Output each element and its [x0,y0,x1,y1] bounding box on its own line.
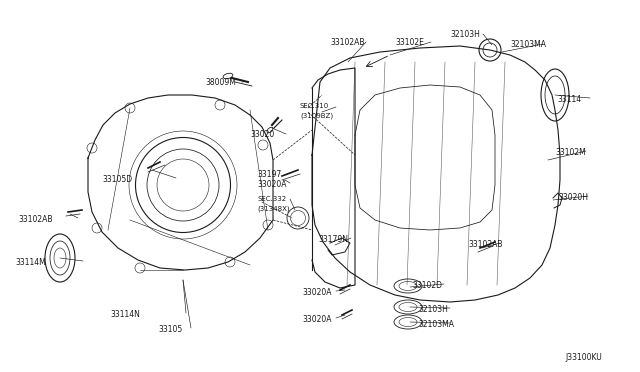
Text: 33102M: 33102M [555,148,586,157]
Text: 33114: 33114 [557,95,581,104]
Text: 38009M: 38009M [205,78,236,87]
Text: 33020A: 33020A [302,288,332,297]
Text: (3109BZ): (3109BZ) [300,112,333,119]
Text: 33020A: 33020A [302,315,332,324]
Text: 33179N: 33179N [318,235,348,244]
Text: SEC.310: SEC.310 [300,103,329,109]
Text: 33114N: 33114N [110,310,140,319]
Text: 33020A: 33020A [257,180,287,189]
Text: 32103H: 32103H [418,305,448,314]
Text: 33105: 33105 [158,325,182,334]
Text: 32103MA: 32103MA [510,40,546,49]
Text: 33102AB: 33102AB [330,38,365,47]
Text: SEC.332: SEC.332 [257,196,286,202]
Text: 33114M: 33114M [15,258,45,267]
Text: 33020: 33020 [250,130,275,139]
Text: 32103MA: 32103MA [418,320,454,329]
Text: 33102D: 33102D [412,281,442,290]
Text: 33102AB: 33102AB [468,240,502,249]
Text: 32103H: 32103H [450,30,480,39]
Text: (31348X): (31348X) [257,205,290,212]
Text: J33100KU: J33100KU [565,353,602,362]
Text: 33102AB: 33102AB [18,215,52,224]
Text: 33102E: 33102E [395,38,424,47]
Text: 33197: 33197 [257,170,281,179]
Text: 33020H: 33020H [558,193,588,202]
Text: 33105D: 33105D [102,175,132,184]
